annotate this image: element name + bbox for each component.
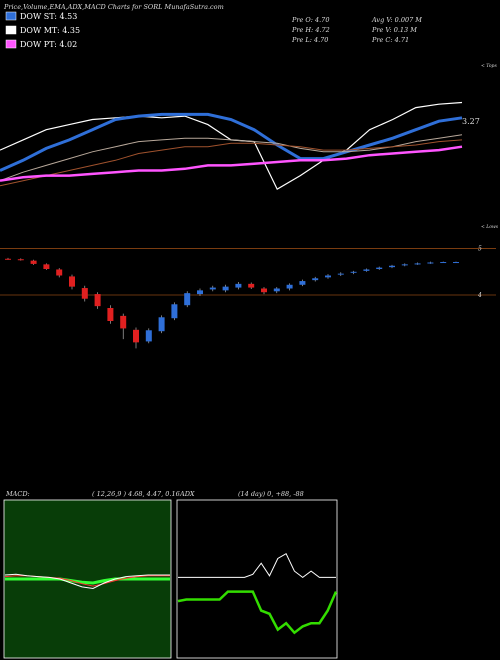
candle-body: [376, 267, 383, 269]
stat: Pre L: 4.70: [291, 36, 328, 44]
candle-body: [43, 264, 50, 269]
candle-body: [248, 283, 255, 288]
candle-body: [145, 330, 152, 342]
candle-body: [401, 264, 408, 266]
candle-body: [350, 271, 357, 273]
candle-body: [30, 260, 37, 264]
legend-label: DOW PT: 4.02: [20, 40, 77, 49]
macd-params: ( 12,26,9 ) 4.68, 4.47, 0.16: [92, 490, 180, 498]
candle-body: [94, 294, 101, 307]
legend-label: DOW MT: 4.35: [20, 26, 80, 35]
candle-body: [81, 288, 88, 299]
legend-swatch: [5, 11, 17, 21]
candle-body: [120, 315, 127, 329]
legend-swatch: [5, 25, 17, 35]
candle-body: [337, 273, 344, 275]
candle-body: [184, 293, 191, 306]
series-line: [0, 145, 463, 182]
adx-panel: [176, 499, 338, 659]
candle-body: [197, 290, 203, 295]
candle-body: [5, 258, 11, 260]
adx-params: (14 day) 0, +88, -88: [238, 490, 304, 498]
candle-body: [107, 308, 114, 321]
stat: Pre O: 4.70: [291, 16, 329, 24]
candle-body: [363, 269, 370, 271]
series-line: [0, 139, 463, 187]
series-line: [178, 552, 336, 579]
candle-body: [453, 262, 459, 264]
candle-body: [17, 259, 24, 261]
stat: Pre H: 4.72: [291, 26, 330, 34]
stat: Pre C: 4.71: [371, 36, 409, 44]
candle-body: [414, 263, 421, 265]
candle-body: [299, 281, 306, 285]
candle-body: [389, 265, 395, 268]
annotation: 3.27: [462, 117, 480, 126]
candle-body: [286, 284, 293, 289]
candle-body: [325, 275, 331, 278]
series-line: [0, 134, 463, 182]
candle-body: [133, 329, 139, 343]
candle-body: [261, 288, 267, 293]
series-line: [177, 590, 338, 635]
candle-body: [171, 304, 178, 319]
candle-body: [273, 288, 280, 292]
stat: Avg V: 0.007 M: [371, 16, 422, 24]
legend-label: DOW ST: 4.53: [20, 12, 77, 21]
series-line: [4, 573, 170, 590]
candle-body: [69, 276, 75, 287]
candle-body: [209, 287, 216, 290]
series-line: [5, 577, 170, 585]
stat: Pre V: 0.13 M: [371, 26, 417, 34]
y-tick-label: 5: [478, 246, 482, 253]
annotation: < Tops: [481, 63, 497, 69]
adx-title: ADX: [179, 490, 195, 498]
candle-body: [440, 262, 447, 264]
candle-body: [312, 278, 319, 281]
candle-body: [235, 283, 242, 288]
annotation: < Lows: [481, 224, 499, 230]
macd-title: MACD:: [5, 490, 30, 498]
candle-body: [427, 262, 434, 264]
legend-swatch: [5, 39, 17, 49]
y-tick-label: 4: [477, 292, 482, 299]
candle-body: [222, 286, 229, 291]
page-title: Price,Volume,EMA,ADX,MACD Charts for SOR…: [3, 3, 224, 11]
series-line: [0, 112, 463, 172]
candle-body: [158, 317, 165, 332]
candle-body: [56, 269, 63, 276]
